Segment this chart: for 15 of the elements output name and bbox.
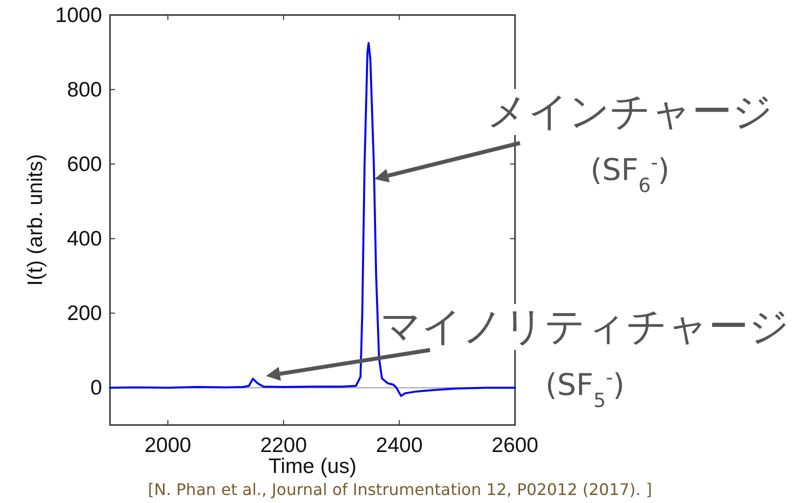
- y-tick-label: 1000: [55, 4, 102, 27]
- x-tick-label: 2200: [260, 434, 307, 457]
- annotation: マイノリティチャージ (SF$_{5}$$^{-}$): [380, 304, 790, 412]
- x-tick-label: 2400: [376, 434, 423, 457]
- x-tick-label: 2600: [492, 434, 538, 457]
- y-tick-label: 0: [90, 376, 102, 400]
- y-tick-label: 200: [66, 302, 102, 326]
- text: [N. Phan et al., Journal of Instrumentation 12, P02012 (2017). ]: [148, 480, 652, 499]
- y-tick-label: 800: [66, 78, 102, 102]
- y-tick-label: 600: [66, 153, 102, 176]
- y-tick-label: 400: [66, 228, 102, 251]
- y-axis-title: I(t) (arb. units): [24, 154, 47, 286]
- x-tick-label: 2000: [144, 434, 192, 457]
- annotation: メインチャージ (SF$_{6}$$^{-}$): [487, 89, 773, 196]
- x-axis-title: Time (us): [268, 455, 356, 478]
